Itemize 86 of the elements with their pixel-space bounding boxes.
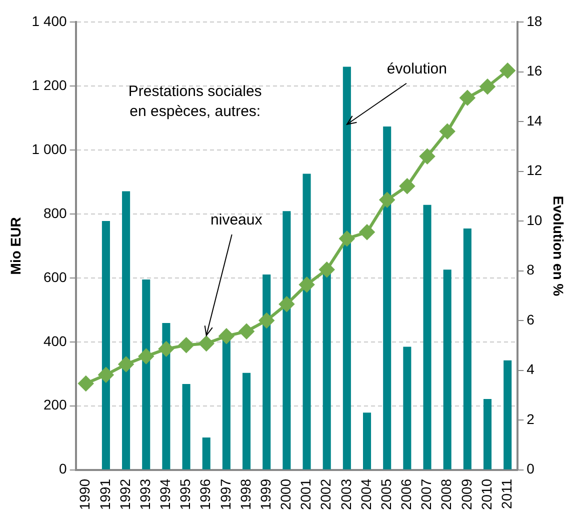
x-tick-label: 2006	[398, 478, 414, 510]
bar	[363, 412, 372, 470]
bar	[403, 346, 412, 470]
x-tick-label: 2010	[478, 478, 494, 510]
x-tick-label: 2001	[298, 478, 314, 510]
y-tick-label: 1 200	[32, 76, 68, 93]
bar	[504, 360, 512, 470]
x-tick-label: 2000	[278, 478, 294, 510]
point	[218, 328, 234, 344]
bar	[202, 438, 210, 470]
bar	[302, 174, 311, 470]
point	[420, 148, 435, 164]
x-tick-label: 1992	[116, 478, 133, 510]
x-tick-label: 1999	[257, 478, 274, 510]
y-axis-title: Mio EUR	[7, 217, 24, 275]
bar	[463, 228, 472, 470]
y2-tick-label: 2	[526, 410, 535, 427]
point	[239, 324, 254, 339]
x-tick-label: 1997	[217, 478, 234, 510]
x-tick-label: 2011	[498, 478, 514, 509]
x-tick-label: 1993	[136, 478, 153, 510]
bar	[383, 126, 392, 470]
bar	[443, 270, 452, 470]
y2-tick-label: 10	[526, 212, 542, 228]
y2-axis-title: Evolution en %	[550, 196, 567, 297]
point	[78, 376, 94, 391]
annotation: Prestations sociales en espèces, autres:	[128, 83, 262, 120]
bar	[342, 66, 351, 470]
y-tick-label: 400	[43, 332, 68, 349]
point	[138, 348, 154, 364]
point	[480, 79, 496, 94]
x-tick-label: 1995	[177, 478, 194, 510]
x-tick-label: 1996	[197, 478, 214, 510]
point	[319, 262, 334, 278]
y2-tick-label: 12	[526, 162, 542, 178]
point	[259, 312, 274, 328]
point	[380, 192, 395, 208]
x-tick-label: 1990	[76, 478, 93, 510]
annotation: évolution	[386, 60, 447, 78]
x-tick-label: 2004	[358, 478, 374, 510]
x-tick-label: 2009	[458, 478, 474, 510]
point	[198, 336, 214, 351]
point	[118, 356, 134, 372]
y2-tick-label: 18	[526, 12, 542, 29]
point	[339, 231, 354, 246]
x-tick-label: 2003	[338, 478, 354, 510]
x-tick-label: 1998	[237, 478, 254, 510]
x-tick-label: 2008	[438, 478, 454, 510]
x-tick-label: 2007	[418, 478, 434, 510]
x-tick-label: 1994	[157, 478, 174, 510]
bar	[483, 398, 492, 470]
bar	[142, 280, 150, 470]
y-tick-label: 600	[43, 268, 68, 285]
point	[299, 277, 314, 292]
point	[440, 124, 455, 139]
y2-tick-label: 14	[526, 112, 542, 128]
bar	[162, 323, 170, 470]
y-tick-label: 1 400	[32, 12, 68, 29]
y-tick-label: 0	[59, 460, 68, 477]
point	[158, 341, 174, 356]
bar	[423, 204, 432, 470]
bar	[262, 274, 271, 470]
point	[279, 296, 294, 312]
x-tick-label: 1991	[96, 478, 113, 510]
bar	[182, 384, 190, 470]
bar	[102, 221, 110, 470]
bar	[282, 211, 291, 470]
point	[178, 338, 194, 353]
y2-tick-label: 6	[526, 311, 535, 328]
y2-tick-label: 0	[526, 460, 535, 477]
y2-tick-label: 16	[526, 62, 542, 79]
x-tick-label: 2002	[318, 478, 334, 510]
point	[500, 63, 516, 78]
y2-tick-label: 8	[526, 262, 535, 278]
y2-tick-label: 4	[526, 361, 535, 378]
bar	[242, 372, 251, 470]
point	[98, 367, 114, 382]
bar	[122, 191, 130, 470]
y-tick-label: 800	[43, 204, 68, 221]
y-tick-label: 200	[43, 396, 68, 413]
point	[360, 224, 375, 240]
y-tick-label: 1 000	[32, 140, 68, 157]
x-tick-label: 2005	[378, 478, 394, 510]
annotation: niveaux	[210, 212, 263, 229]
point	[400, 178, 415, 194]
point	[460, 90, 475, 106]
